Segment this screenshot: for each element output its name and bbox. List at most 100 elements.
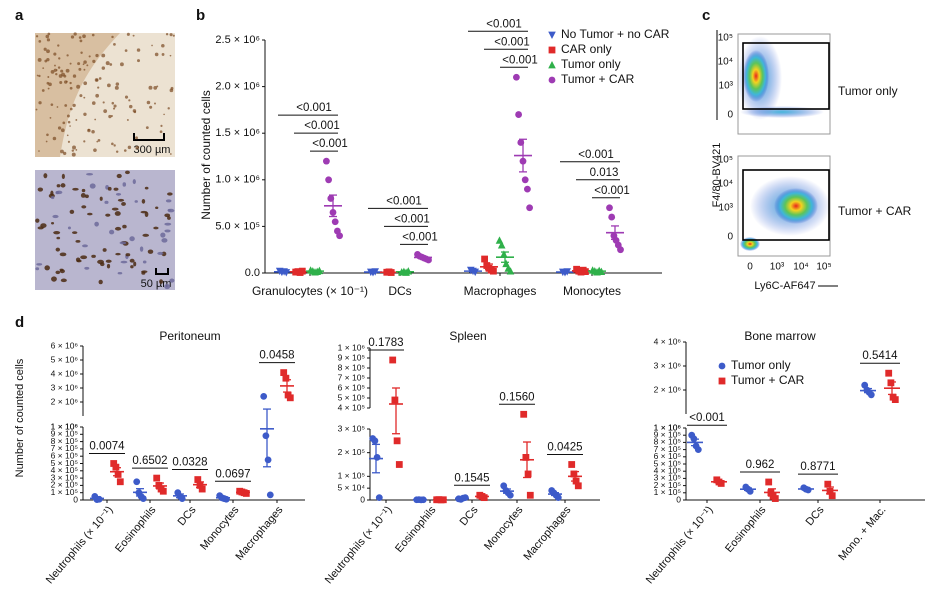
dot [153,474,161,482]
cell [84,194,89,199]
flow-tick: 10⁴ [718,57,733,68]
dot [373,454,381,461]
cell [130,265,134,269]
cell [161,44,165,48]
dot [513,73,520,81]
y-tick-label: 5 × 10⁶ [51,354,78,364]
cell [72,231,78,235]
p-value: 0.0328 [172,457,207,469]
y-tick-label: 7 × 10⁵ [51,443,78,453]
dot [497,241,506,249]
cell [114,211,121,216]
y-tick-label: 9 × 10⁵ [654,429,681,439]
dot [522,454,530,461]
cell [112,107,116,110]
cell [113,187,119,191]
cell [102,248,107,252]
cell [167,192,173,196]
cell [55,270,61,275]
cell [80,255,88,260]
cell [115,150,119,153]
cell [56,184,61,188]
legend-label: CAR only [561,42,612,56]
cell [67,140,71,143]
cell [105,61,110,66]
y-tick-label: 9 × 10⁵ [338,352,365,362]
cell [59,252,67,257]
cell [91,101,96,105]
cell [169,33,173,37]
cell [45,34,50,39]
cell [167,208,171,212]
dot [506,267,515,275]
y-tick-label: 2 × 10⁵ [338,447,365,457]
cell [137,59,141,63]
cell [57,66,61,69]
cell [172,34,175,37]
dot [116,478,124,486]
dot [282,374,290,382]
dot [574,482,582,490]
cell [95,93,100,98]
cell [132,34,135,37]
dot [765,478,773,486]
cell [91,130,95,134]
y-tick-label: 2.0 × 10⁶ [215,81,260,93]
cell [72,145,76,150]
legend-marker [548,61,556,69]
y-tick-label: 4 × 10⁵ [51,465,78,475]
cell [35,108,38,111]
cell [95,78,99,82]
cell [38,101,42,105]
flow-axis-title: Ly6C-AF647 [754,280,815,292]
cell [62,151,67,156]
cell [60,69,64,73]
flow-tick: 10⁵ [816,262,831,273]
p-value: <0.001 [689,412,725,424]
cell [114,85,119,90]
cell [132,179,136,185]
cell [83,81,88,86]
cell [126,118,129,121]
cell [37,187,44,192]
gate-label: Tumor + CAR [838,204,912,218]
cell [84,266,90,270]
cell [147,249,154,254]
cell [75,257,81,262]
cell [160,124,163,127]
dot [526,204,533,212]
y-tick-label: 7 × 10⁵ [654,444,681,454]
cell [72,187,79,191]
dot [266,491,274,499]
cell [169,88,174,93]
y-tick-label: 1 × 10⁶ [338,342,365,352]
cell [113,104,117,108]
cell [148,85,153,90]
cell [116,173,122,179]
dot [331,218,339,226]
legend-label: Tumor only [561,57,621,71]
cell [69,125,71,127]
tissue-band [35,33,120,157]
cell [100,262,105,267]
cell [45,140,48,143]
x-tick-label: Monocytes [198,504,242,553]
y-tick-label: 3 × 10⁵ [51,472,78,482]
y-tick-label: 6 × 10⁵ [338,382,365,392]
cell [99,196,103,201]
cell [80,51,83,54]
cell [78,36,82,39]
cell [82,34,86,39]
p-value: 0.0697 [215,468,250,480]
x-tick-label: Eosinophils [393,504,439,555]
cell [53,52,57,56]
cell [121,202,126,206]
p-value: <0.001 [296,102,332,114]
p-value: <0.001 [386,195,422,207]
cell [59,81,63,85]
cell [164,283,171,290]
dot [323,157,330,165]
cell [161,53,165,56]
y-axis-title: Number of counted cells [14,358,26,477]
